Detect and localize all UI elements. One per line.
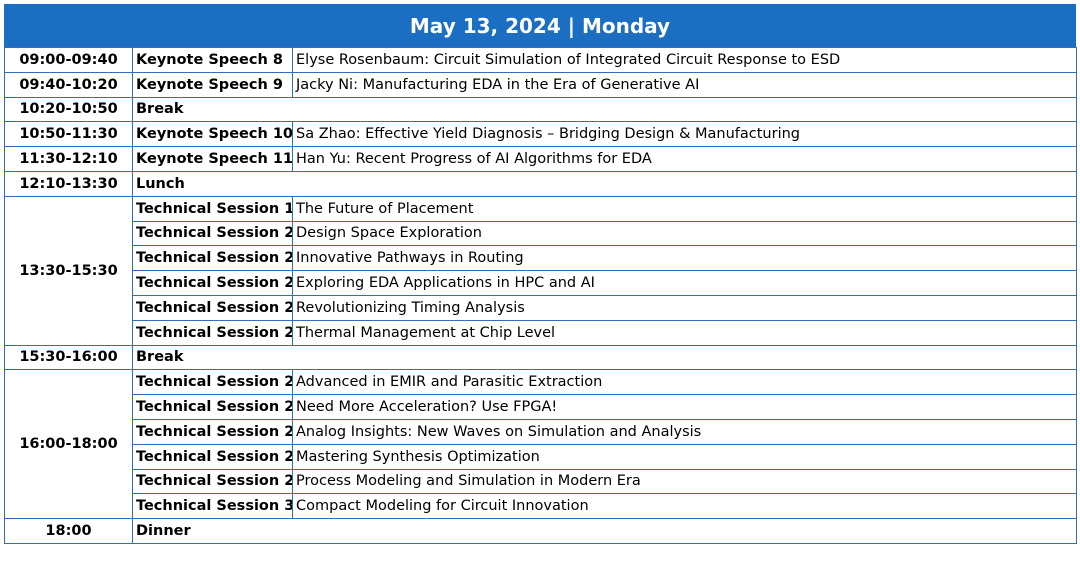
time-cell: 13:30-15:30 bbox=[4, 195, 133, 346]
break-label: Break bbox=[132, 344, 1077, 371]
schedule-row: 16:00-18:00 Technical Session 25 Advanced … bbox=[4, 369, 1077, 520]
session-name: Technical Session 19 bbox=[132, 195, 293, 222]
time-cell: 15:30-16:00 bbox=[4, 344, 133, 371]
schedule-row: Technical Session 23 Revolutionizing Timi… bbox=[5, 294, 1077, 321]
schedule-row: 10:20-10:50 Break bbox=[4, 96, 1077, 123]
session-topic: Mastering Synthesis Optimization bbox=[292, 443, 1077, 470]
session-name: Technical Session 21 bbox=[132, 245, 293, 272]
time-cell: 18:00 bbox=[4, 518, 133, 544]
session-name: Technical Session 25 bbox=[132, 369, 293, 396]
session-topic: Han Yu: Recent Progress of AI Algorithms… bbox=[292, 146, 1077, 172]
schedule-row: 10:50-11:30 Keynote Speech 10 Sa Zhao: Eff… bbox=[4, 121, 1077, 148]
schedule-row: Technical Session 30 Compact Modeling for… bbox=[5, 493, 1077, 520]
schedule-row: Technical Session 26 Need More Accelerati… bbox=[5, 394, 1077, 420]
session-topic: Compact Modeling for Circuit Innovation bbox=[292, 493, 1077, 520]
session-name: Keynote Speech 8 bbox=[132, 47, 293, 73]
time-cell: 11:30-12:10 bbox=[4, 146, 133, 172]
schedule-table: 09:00-09:40 Keynote Speech 8 Elyse Rosenba… bbox=[4, 47, 1077, 544]
schedule-row: Technical Session 21 Innovative Pathways … bbox=[5, 245, 1077, 272]
day-title: May 13, 2024 | Monday bbox=[4, 4, 1076, 47]
session-name: Technical Session 24 bbox=[132, 319, 293, 346]
session-topic: Analog Insights: New Waves on Simulation… bbox=[292, 418, 1077, 445]
schedule: May 13, 2024 | Monday 09:00-09:40 Keynote… bbox=[4, 4, 1077, 544]
session-topic: Sa Zhao: Effective Yield Diagnosis – Bri… bbox=[292, 121, 1077, 148]
schedule-row: 12:10-13:30 Lunch bbox=[4, 170, 1077, 197]
break-label: Break bbox=[132, 96, 1077, 123]
session-name: Keynote Speech 9 bbox=[132, 71, 293, 98]
session-topic: Elyse Rosenbaum: Circuit Simulation of I… bbox=[292, 47, 1077, 73]
session-topic: Exploring EDA Applications in HPC and AI bbox=[292, 270, 1077, 296]
session-topic: Jacky Ni: Manufacturing EDA in the Era o… bbox=[292, 71, 1077, 98]
schedule-row: Technical Session 27 Analog Insights: New… bbox=[5, 418, 1077, 445]
session-name: Keynote Speech 11 bbox=[132, 146, 293, 172]
break-label: Lunch bbox=[132, 170, 1077, 197]
session-topic: Advanced in EMIR and Parasitic Extractio… bbox=[292, 369, 1077, 396]
session-name: Technical Session 30 bbox=[132, 493, 293, 520]
break-label: Dinner bbox=[132, 518, 1077, 544]
schedule-row: Technical Session 24 Thermal Management a… bbox=[5, 319, 1077, 346]
session-topic: Revolutionizing Timing Analysis bbox=[292, 294, 1077, 321]
session-topic: The Future of Placement bbox=[292, 195, 1077, 222]
schedule-row: 11:30-12:10 Keynote Speech 11 Han Yu: Rece… bbox=[4, 146, 1077, 172]
time-cell: 10:20-10:50 bbox=[4, 96, 133, 123]
schedule-row: 09:40-10:20 Keynote Speech 9 Jacky Ni: Man… bbox=[4, 71, 1077, 98]
session-topic: Process Modeling and Simulation in Moder… bbox=[292, 468, 1077, 495]
schedule-row: 13:30-15:30 Technical Session 19 The Futur… bbox=[4, 195, 1077, 346]
session-topic: Innovative Pathways in Routing bbox=[292, 245, 1077, 272]
time-cell: 10:50-11:30 bbox=[4, 121, 133, 148]
session-topic: Thermal Management at Chip Level bbox=[292, 319, 1077, 346]
schedule-row: 09:00-09:40 Keynote Speech 8 Elyse Rosenba… bbox=[4, 47, 1077, 73]
session-topic: Design Space Exploration bbox=[292, 220, 1077, 247]
session-name: Technical Session 29 bbox=[132, 468, 293, 495]
schedule-row: 15:30-16:00 Break bbox=[4, 344, 1077, 371]
time-cell: 16:00-18:00 bbox=[4, 369, 133, 520]
schedule-row: Technical Session 29 Process Modeling and… bbox=[5, 468, 1077, 495]
session-name: Technical Session 20 bbox=[132, 220, 293, 247]
session-name: Technical Session 23 bbox=[132, 294, 293, 321]
session-name: Keynote Speech 10 bbox=[132, 121, 293, 148]
schedule-row: Technical Session 20 Design Space Explora… bbox=[5, 220, 1077, 247]
session-name: Technical Session 22 bbox=[132, 270, 293, 296]
session-topic: Need More Acceleration? Use FPGA! bbox=[292, 394, 1077, 420]
time-cell: 09:40-10:20 bbox=[4, 71, 133, 98]
schedule-row: Technical Session 22 Exploring EDA Applic… bbox=[5, 270, 1077, 296]
session-name: Technical Session 28 bbox=[132, 443, 293, 470]
time-cell: 09:00-09:40 bbox=[4, 47, 133, 73]
schedule-row: 18:00 Dinner bbox=[4, 518, 1077, 544]
time-cell: 12:10-13:30 bbox=[4, 170, 133, 197]
session-name: Technical Session 26 bbox=[132, 394, 293, 420]
schedule-row: Technical Session 28 Mastering Synthesis … bbox=[5, 443, 1077, 470]
session-name: Technical Session 27 bbox=[132, 418, 293, 445]
